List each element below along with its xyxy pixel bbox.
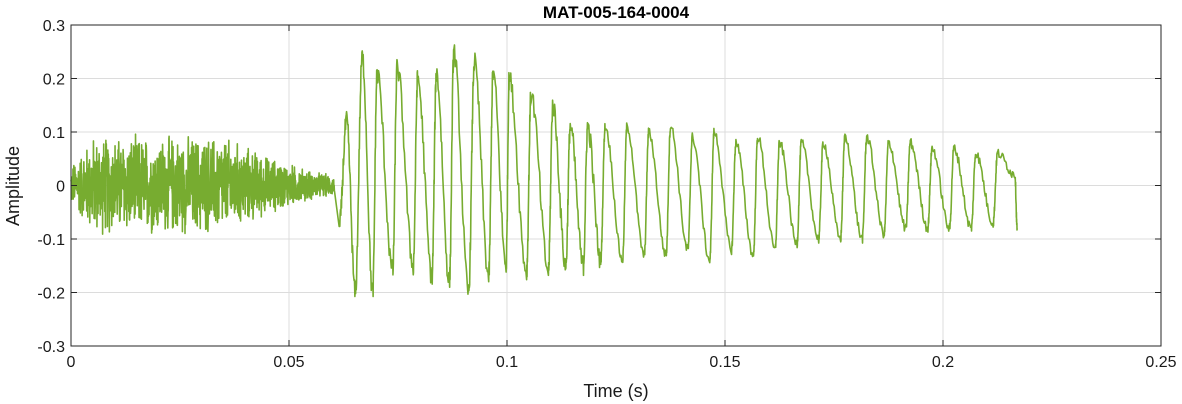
y-tick-label: 0.2 [43, 72, 65, 89]
x-tick-label: 0.05 [273, 354, 304, 371]
signal-line [70, 44, 1018, 298]
x-tick-label: 0.25 [1145, 354, 1176, 371]
x-tick-label: 0.1 [496, 354, 518, 371]
x-tick-label: 0.2 [932, 354, 954, 371]
y-tick-label: 0.3 [43, 18, 65, 35]
y-tick-label: -0.1 [37, 232, 65, 249]
x-tick-label: 0 [67, 354, 76, 371]
y-tick-label: -0.2 [37, 286, 65, 303]
x-axis-label: Time (s) [583, 381, 648, 401]
y-tick-label: -0.3 [37, 339, 65, 356]
y-axis-label: Amplitude [3, 146, 23, 226]
x-tick-label: 0.15 [709, 354, 740, 371]
y-tick-label: 0.1 [43, 125, 65, 142]
y-tick-label: 0 [56, 179, 65, 196]
series-layer [70, 44, 1018, 298]
chart-title: MAT-005-164-0004 [543, 3, 690, 22]
ticks: 0 0.05 0.1 0.15 0.2 0.25 -0.3 -0.2 -0.1 0 0.1 0.2 0.… [37, 18, 1176, 371]
